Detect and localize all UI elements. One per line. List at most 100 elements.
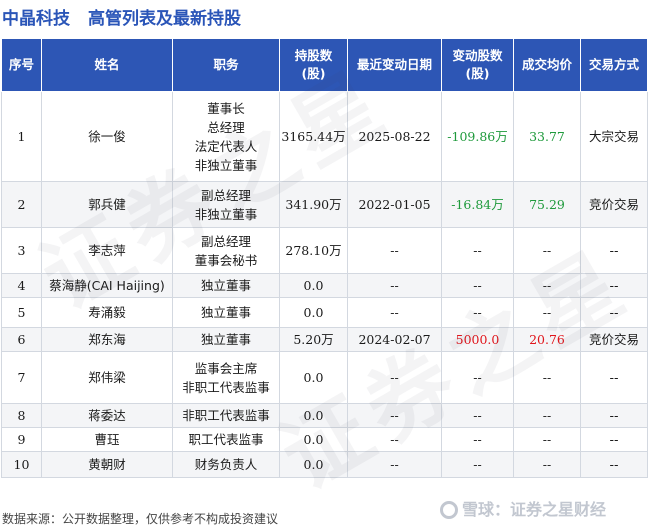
change-cell: -- (441, 351, 514, 404)
table-row: 8 蒋委达 非职工代表监事 0.0 -- -- -- -- (1, 403, 648, 428)
role-label: 独立董事 (200, 332, 251, 347)
roles-cell: 副总经理 非独立董事 (172, 181, 280, 228)
shares-cell: 0.0 (279, 273, 348, 298)
row-number-cell: 6 (1, 327, 42, 352)
shares-cell: 341.90万 (279, 181, 348, 228)
method-cell: 大宗交易 (580, 91, 648, 182)
row-number-cell: 3 (1, 227, 42, 274)
role-label: 非独立董事 (194, 157, 258, 173)
method-cell: 竞价交易 (580, 327, 648, 352)
change-cell: -- (441, 403, 514, 428)
price-cell: 20.76 (513, 327, 581, 352)
name-cell: 蔡海静(CAI Haijing) (41, 273, 173, 298)
date-cell: -- (347, 451, 442, 478)
change-cell: -- (441, 273, 514, 298)
date-cell: -- (347, 403, 442, 428)
price-cell: -- (513, 351, 581, 404)
roles-cell: 独立董事 (172, 297, 280, 328)
table-row: 6 郑东海 独立董事 5.20万 2024-02-07 5000.0 20.76 竞价交易 (1, 327, 648, 352)
shares-cell: 0.0 (279, 451, 348, 478)
column-header: 交易方式 (580, 38, 648, 92)
shares-cell: 5.20万 (279, 327, 348, 352)
price-cell: -- (513, 403, 581, 428)
row-number-cell: 8 (1, 403, 42, 428)
table-body: 1 徐一俊 董事长 总经理 法定代表人 非独立董事 3165.44万 2025-08-22 -1… (1, 91, 648, 478)
role-label: 独立董事 (200, 305, 251, 320)
table-row: 5 寿涌毅 独立董事 0.0 -- -- -- -- (1, 297, 648, 328)
name-cell: 李志萍 (41, 227, 173, 274)
table-row: 1 徐一俊 董事长 总经理 法定代表人 非独立董事 3165.44万 2025-08-22 -1… (1, 91, 648, 182)
shares-cell: 0.0 (279, 297, 348, 328)
brand-text: 雪球：证券之星财经 (462, 500, 607, 519)
role-label: 副总经理 (200, 233, 251, 249)
name-cell: 寿涌毅 (41, 297, 173, 328)
method-cell: -- (580, 351, 648, 404)
change-cell: -16.84万 (441, 181, 514, 228)
roles-cell: 职工代表监事 (172, 427, 280, 452)
role-label: 职工代表监事 (188, 432, 264, 447)
roles-cell: 独立董事 (172, 273, 280, 298)
table-header-row: 序号 姓名 职务 持股数 (股) 最近变动日期 变动股数 (股) 成交均价 交易方式 (1, 38, 648, 92)
date-cell: -- (347, 297, 442, 328)
role-label: 非独立董事 (194, 206, 258, 222)
row-number-cell: 1 (1, 91, 42, 182)
table-row: 3 李志萍 副总经理 董事会秘书 278.10万 -- -- -- -- (1, 227, 648, 274)
method-cell: -- (580, 427, 648, 452)
name-cell: 郑伟梁 (41, 351, 173, 404)
roles-cell: 财务负责人 (172, 451, 280, 478)
roles-cell: 非职工代表监事 (172, 403, 280, 428)
price-cell: -- (513, 427, 581, 452)
price-cell: 75.29 (513, 181, 581, 228)
table-row: 9 曹珏 职工代表监事 0.0 -- -- -- -- (1, 427, 648, 452)
name-cell: 曹珏 (41, 427, 173, 452)
price-cell: -- (513, 273, 581, 298)
column-header: 成交均价 (513, 38, 581, 92)
date-cell: -- (347, 227, 442, 274)
date-cell: 2024-02-07 (347, 327, 442, 352)
role-label: 副总经理 (200, 187, 251, 203)
role-label: 总经理 (207, 119, 245, 135)
method-cell: -- (580, 273, 648, 298)
row-number-cell: 10 (1, 451, 42, 478)
role-label: 非职工代表监事 (182, 379, 270, 395)
row-number-cell: 4 (1, 273, 42, 298)
shares-cell: 0.0 (279, 427, 348, 452)
method-cell: -- (580, 451, 648, 478)
date-cell: -- (347, 427, 442, 452)
role-label: 监事会主席 (194, 360, 258, 376)
title-bar: 中晶科技 高管列表及最新持股 (0, 0, 648, 32)
snowball-logo-icon (440, 501, 458, 519)
roles-cell: 副总经理 董事会秘书 (172, 227, 280, 274)
table-row: 10 黄朝财 财务负责人 0.0 -- -- -- -- (1, 451, 648, 478)
role-label: 董事长 (207, 100, 245, 116)
date-cell: -- (347, 351, 442, 404)
roles-cell: 董事长 总经理 法定代表人 非独立董事 (172, 91, 280, 182)
date-cell: -- (347, 273, 442, 298)
change-cell: -109.86万 (441, 91, 514, 182)
method-cell: -- (580, 403, 648, 428)
change-cell: -- (441, 297, 514, 328)
brand-mark: 雪球：证券之星财经 (440, 496, 606, 520)
data-source-note: 数据来源：公开数据整理，仅供参考不构成投资建议 (2, 512, 279, 526)
price-cell: -- (513, 297, 581, 328)
role-label: 财务负责人 (194, 457, 258, 472)
row-number-cell: 9 (1, 427, 42, 452)
shares-cell: 3165.44万 (279, 91, 348, 182)
method-cell: -- (580, 227, 648, 274)
name-cell: 郑东海 (41, 327, 173, 352)
role-label: 独立董事 (200, 278, 251, 293)
change-cell: -- (441, 227, 514, 274)
price-cell: -- (513, 451, 581, 478)
column-header: 变动股数 (股) (441, 38, 514, 92)
change-cell: -- (441, 451, 514, 478)
column-header: 职务 (172, 38, 280, 92)
executive-table: 序号 姓名 职务 持股数 (股) 最近变动日期 变动股数 (股) 成交均价 交易方式 1 徐一俊 董事… (1, 38, 648, 478)
table-row: 4 蔡海静(CAI Haijing) 独立董事 0.0 -- -- -- -- (1, 273, 648, 298)
row-number-cell: 2 (1, 181, 42, 228)
row-number-cell: 5 (1, 297, 42, 328)
date-cell: 2025-08-22 (347, 91, 442, 182)
row-number-cell: 7 (1, 351, 42, 404)
column-header: 姓名 (41, 38, 173, 92)
role-label: 董事会秘书 (194, 252, 258, 268)
table-row: 2 郭兵健 副总经理 非独立董事 341.90万 2022-01-05 -16.84万 75.… (1, 181, 648, 228)
